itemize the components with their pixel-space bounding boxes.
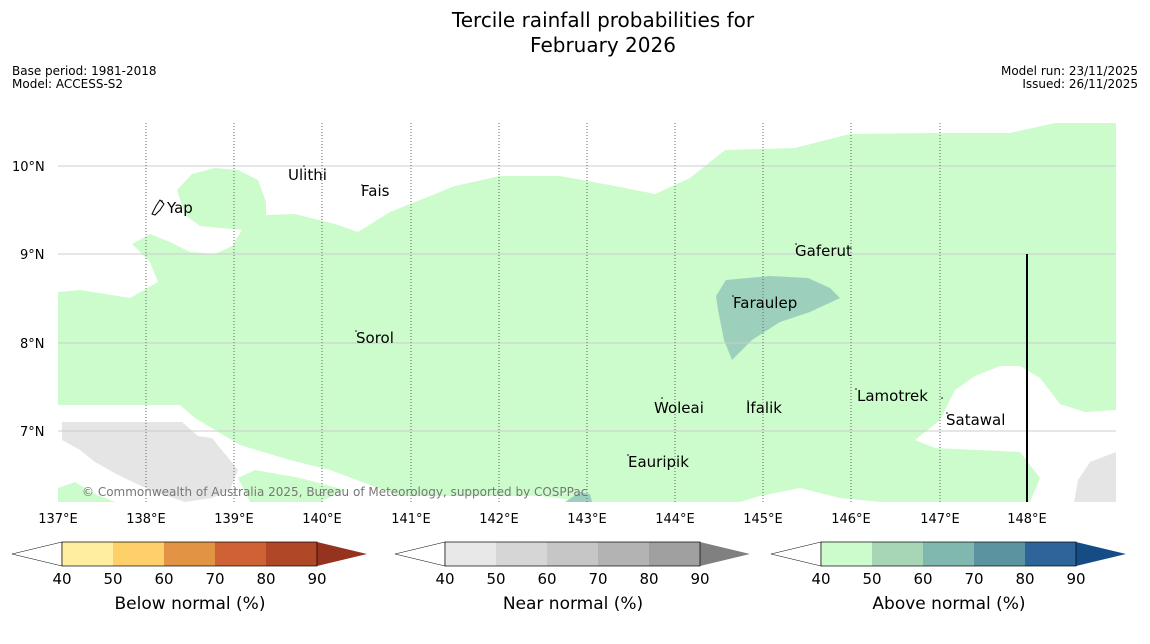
cbar-tick: 90 <box>307 570 326 588</box>
colorbar-above-svg: 40 50 60 70 80 90 <box>770 541 1126 588</box>
cbar-seg <box>923 542 974 566</box>
cbar-seg <box>317 542 367 566</box>
cbar-seg <box>598 542 649 566</box>
lon-label: 141°E <box>391 512 431 527</box>
lon-label: 137°E <box>38 512 78 527</box>
cbar-seg <box>266 542 317 566</box>
above-normal-60-patch <box>716 276 840 360</box>
meta-left: Base period: 1981-2018 Model: ACCESS-S2 <box>12 65 157 91</box>
cbar-seg <box>215 542 266 566</box>
near-normal-region-sw <box>62 422 238 502</box>
cbar-tick: 70 <box>588 570 607 588</box>
place-label-eauripik: Eauripik <box>628 453 689 471</box>
lat-label: 7°N <box>20 425 45 440</box>
issued-date: Issued: 26/11/2025 <box>1022 77 1138 91</box>
lat-labels: 10°N 9°N 8°N 7°N <box>12 160 45 440</box>
place-label-satawal: Satawal <box>946 411 1005 429</box>
cbar-seg <box>164 542 215 566</box>
colorbar-below-normal: 40 50 60 70 80 90 Below normal (%) <box>10 538 370 628</box>
cbar-tick: 80 <box>256 570 275 588</box>
cbar-tick: 80 <box>1015 570 1034 588</box>
place-label-woleai: Woleai <box>654 399 704 417</box>
cbar-seg <box>872 542 923 566</box>
map-panel[interactable]: 10°N 9°N 8°N 7°N 137°E 138°E 139°E 140°E… <box>0 110 1150 530</box>
cbar-tick: 70 <box>205 570 224 588</box>
meta-right: Model run: 23/11/2025 Issued: 26/11/2025 <box>1001 65 1138 91</box>
map-svg[interactable]: 10°N 9°N 8°N 7°N 137°E 138°E 139°E 140°E… <box>0 110 1150 530</box>
near-normal-region-se <box>1074 452 1116 502</box>
cbar-label-below: Below normal (%) <box>114 594 266 614</box>
cbar-tick: 50 <box>103 570 122 588</box>
place-labels: Yap Ulithi Fais Sorol Gaferut Faraulep W… <box>166 166 1005 471</box>
lon-label: 144°E <box>655 512 695 527</box>
model-run: Model run: 23/11/2025 <box>1000 64 1138 78</box>
lon-label: 142°E <box>479 512 519 527</box>
above-normal-60-patch-s <box>565 492 592 502</box>
lat-label: 10°N <box>12 160 45 175</box>
place-label-fais: Fais <box>361 182 390 200</box>
cbar-label-near: Near normal (%) <box>502 594 644 614</box>
cbar-seg <box>394 541 446 567</box>
cbar-seg <box>821 542 872 566</box>
lon-label: 148°E <box>1007 512 1047 527</box>
place-label-ulithi: Ulithi <box>288 166 327 184</box>
cbar-seg <box>974 542 1025 566</box>
lon-gridlines <box>145 123 941 502</box>
above-normal-patch-sw <box>58 482 115 502</box>
cbar-seg <box>496 542 547 566</box>
cbar-tick: 80 <box>639 570 658 588</box>
cbar-seg <box>649 542 700 566</box>
lon-label: 146°E <box>831 512 871 527</box>
title-line-1: Tercile rainfall probabilities for <box>451 8 755 32</box>
cbar-tick: 60 <box>537 570 556 588</box>
model-name: Model: ACCESS-S2 <box>12 77 124 91</box>
cbar-tick: 70 <box>964 570 983 588</box>
lon-label: 145°E <box>743 512 783 527</box>
place-label-lamotrek: Lamotrek <box>857 387 928 405</box>
lon-label: 143°E <box>567 512 607 527</box>
lon-label: 140°E <box>302 512 342 527</box>
place-label-faraulep: Faraulep <box>733 294 797 312</box>
lon-label: 147°E <box>920 512 960 527</box>
cbar-seg <box>113 542 164 566</box>
cbar-seg <box>445 542 496 566</box>
cbar-seg <box>62 542 113 566</box>
colorbar-below-svg: 40 50 60 70 80 90 <box>11 541 367 588</box>
base-period: Base period: 1981-2018 <box>12 64 157 78</box>
colorbar-near-normal: 40 50 60 70 80 90 Near normal (%) <box>393 538 753 628</box>
cbar-label-above: Above normal (%) <box>872 594 1026 614</box>
colorbar-near-svg: 40 50 60 70 80 90 <box>394 541 750 588</box>
cbar-seg <box>547 542 598 566</box>
place-markers <box>161 165 948 456</box>
above-normal-patch-s <box>238 470 345 502</box>
cbar-tick: 50 <box>486 570 505 588</box>
cbar-tick: 40 <box>811 570 830 588</box>
colorbar-above-normal: 40 50 60 70 80 90 Above normal (%) <box>769 538 1129 628</box>
place-label-ifalik: Ifalik <box>746 399 782 417</box>
cbar-tick: 60 <box>154 570 173 588</box>
cbar-seg <box>1076 542 1126 566</box>
cbar-tick: 60 <box>913 570 932 588</box>
place-label-gaferut: Gaferut <box>795 242 852 260</box>
yap-island-outline <box>151 199 165 216</box>
place-label-sorol: Sorol <box>356 329 394 347</box>
lon-labels: 137°E 138°E 139°E 140°E 141°E 142°E 143°… <box>38 512 1047 527</box>
cbar-seg <box>700 542 750 566</box>
lon-label: 138°E <box>126 512 166 527</box>
lon-label: 139°E <box>214 512 254 527</box>
title-line-2: February 2026 <box>530 33 676 57</box>
cbar-tick: 40 <box>435 570 454 588</box>
lat-label: 9°N <box>20 248 45 263</box>
copyright-text: © Commonwealth of Australia 2025, Bureau… <box>82 485 587 499</box>
cbar-tick: 50 <box>862 570 881 588</box>
cbar-tick: 40 <box>52 570 71 588</box>
cbar-tick: 90 <box>690 570 709 588</box>
lat-label: 8°N <box>20 337 45 352</box>
cbar-seg <box>11 541 63 567</box>
cbar-seg <box>770 541 822 567</box>
map-title: Tercile rainfall probabilities for Febru… <box>0 8 1150 58</box>
cbar-tick: 90 <box>1066 570 1085 588</box>
place-label-yap: Yap <box>166 199 193 217</box>
cbar-seg <box>1025 542 1076 566</box>
